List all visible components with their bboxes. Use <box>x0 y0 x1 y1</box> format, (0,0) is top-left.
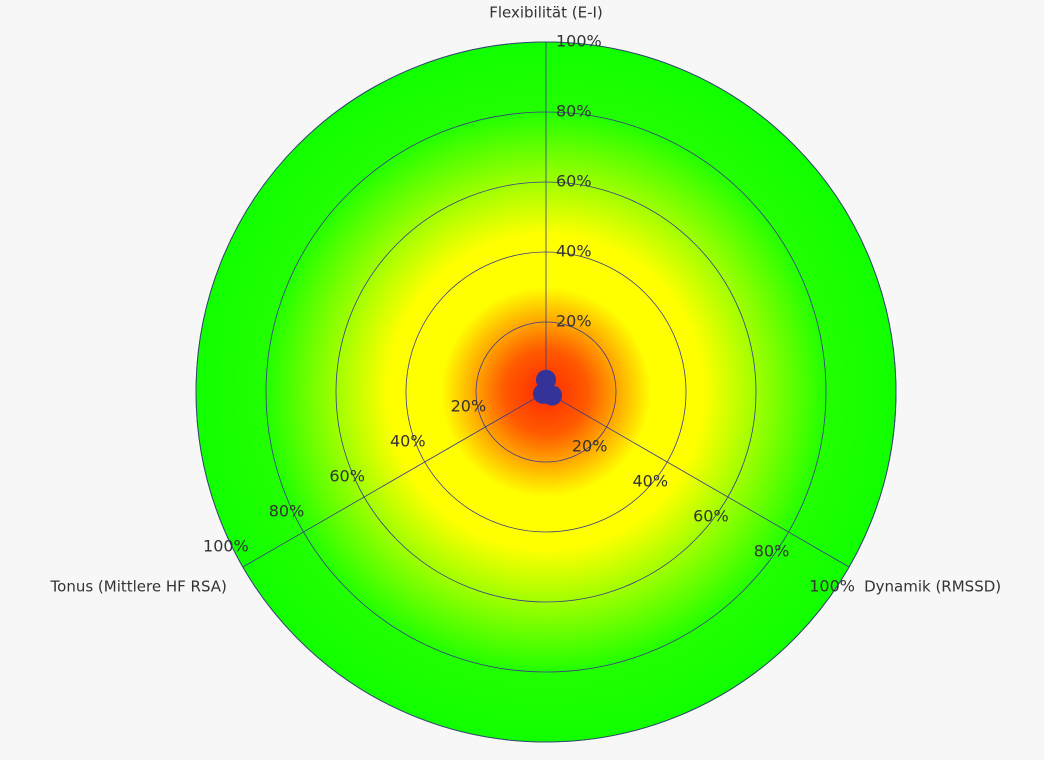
r-tick-label: 80% <box>754 542 790 561</box>
axis-line <box>545 391 850 568</box>
category-label: Flexibilität (E-I) <box>489 4 603 22</box>
category-label: Dynamik (RMSSD) <box>864 578 1001 596</box>
r-tick-label: 20% <box>451 397 487 416</box>
r-tick-label: 80% <box>556 102 592 121</box>
r-tick-label: 60% <box>556 172 592 191</box>
r-tick-label: 20% <box>572 437 608 456</box>
r-tick-label: 100% <box>203 537 249 556</box>
r-tick-label: 40% <box>390 432 426 451</box>
r-tick-label: 100% <box>809 577 855 596</box>
r-tick-label: 60% <box>329 467 365 486</box>
r-tick-label: 80% <box>269 502 305 521</box>
r-tick-label: 40% <box>556 242 592 261</box>
r-tick-label: 20% <box>556 312 592 331</box>
data-point <box>532 383 553 404</box>
r-tick-label: 60% <box>693 507 729 526</box>
r-tick-label: 40% <box>632 472 668 491</box>
category-label: Tonus (Mittlere HF RSA) <box>50 578 227 596</box>
axis-line <box>242 391 547 568</box>
r-tick-label: 100% <box>556 32 602 51</box>
